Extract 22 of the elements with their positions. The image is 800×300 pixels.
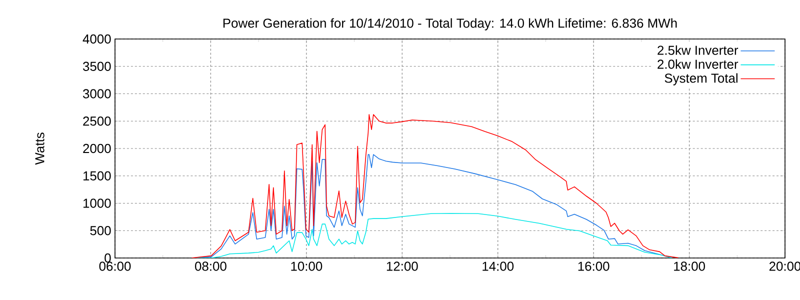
y-tick-label: 1000 <box>83 198 111 208</box>
y-tick-label: 500 <box>90 226 111 236</box>
y-axis-title: Watts <box>35 132 44 165</box>
legend-label: System Total <box>664 73 738 86</box>
y-tick-label: 0 <box>104 253 111 263</box>
y-tick-label: 3000 <box>83 89 111 98</box>
x-tick-label: 10:00 <box>291 262 322 271</box>
chart-title: Power Generation for 10/14/2010 - Total Today: 14.0 kWh Lifetime: 6.836 MWh <box>223 18 677 30</box>
y-tick-label: 2000 <box>83 144 111 154</box>
y-tick-label: 2500 <box>83 116 111 126</box>
x-tick-label: 12:00 <box>386 262 418 271</box>
legend-label: 2.0kw Inverter <box>658 59 738 69</box>
x-tick-label: 16:00 <box>578 262 610 271</box>
x-tick-label: 08:00 <box>195 262 226 271</box>
x-tick-label: 14:00 <box>482 262 514 271</box>
y-tick-label: 3500 <box>83 62 111 71</box>
line-series <box>191 114 679 258</box>
x-tick-label: 06:00 <box>99 262 131 271</box>
y-tick-label: 4000 <box>82 34 111 44</box>
legend-label: 2.5kw Inverter <box>658 45 738 55</box>
y-tick-label: 1500 <box>83 171 111 180</box>
x-tick-label: 18:00 <box>674 262 705 271</box>
